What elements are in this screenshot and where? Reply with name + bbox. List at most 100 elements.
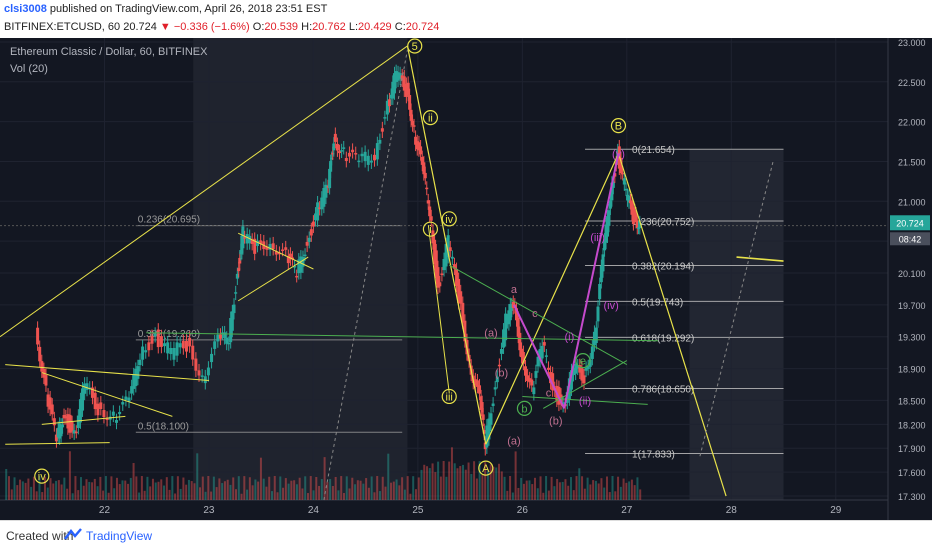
- projection-box: [689, 149, 784, 501]
- candle-body: [635, 221, 639, 229]
- candle-body: [200, 375, 204, 377]
- volume-bar: [547, 490, 550, 500]
- candle-body: [622, 178, 626, 185]
- triangle-line: [237, 256, 309, 302]
- candle-body: [621, 172, 625, 175]
- candle-body: [301, 256, 305, 267]
- volume-bar: [556, 478, 559, 500]
- volume-bar: [608, 492, 611, 500]
- wave-label-circle: [422, 110, 439, 126]
- volume-bar: [426, 466, 429, 500]
- candle-body: [59, 424, 63, 437]
- volume-bar: [517, 487, 520, 500]
- volume-bar: [511, 492, 514, 500]
- high-value: 20.762: [312, 21, 346, 33]
- candle-body: [446, 235, 450, 258]
- wave-label: (ii): [579, 395, 591, 407]
- candle-body: [81, 388, 85, 411]
- volume-bar: [7, 476, 10, 500]
- y-tick-label: 22.000: [898, 118, 926, 128]
- volume-bar: [24, 482, 27, 500]
- candle-body: [354, 153, 358, 155]
- candle-body: [216, 334, 220, 342]
- volume-bar: [403, 489, 406, 500]
- candle-body: [76, 415, 80, 428]
- wave-label: (iv): [604, 300, 619, 312]
- y-tick-label: 18.500: [898, 396, 926, 406]
- candle-body: [320, 197, 324, 210]
- candle-body: [127, 397, 131, 402]
- chart-canvas[interactable]: 23.00022.50022.00021.50021.00020.50020.1…: [0, 38, 932, 520]
- volume-bar: [196, 453, 199, 500]
- candle-body: [586, 366, 590, 370]
- candle-body: [324, 184, 328, 198]
- candle-body: [141, 346, 145, 360]
- tradingview-logo-icon: [64, 528, 82, 540]
- volume-bar: [201, 476, 204, 500]
- volume-bar: [365, 478, 368, 500]
- volume-bar: [453, 463, 456, 500]
- volume-bar: [351, 477, 354, 500]
- volume-bar: [381, 476, 384, 500]
- fib-level-label: 0.236(20.695): [138, 215, 200, 226]
- candle-body: [516, 317, 520, 337]
- volume-bar: [329, 479, 332, 500]
- countdown-tag: [890, 232, 930, 246]
- candle-body: [549, 372, 553, 384]
- volume-bar: [235, 489, 238, 500]
- candle-body: [398, 73, 402, 79]
- candle-body: [634, 213, 638, 223]
- triangle-line: [237, 232, 314, 270]
- volume-bar: [531, 484, 534, 500]
- candle-body: [428, 206, 432, 217]
- fib-level-label: 1(17.833): [632, 450, 675, 461]
- candle-body: [288, 253, 292, 260]
- volume-bars: [5, 447, 642, 500]
- volume-bar: [107, 492, 110, 500]
- candle-body: [172, 348, 176, 360]
- volume-bar: [534, 477, 537, 500]
- price-chart[interactable]: 23.00022.50022.00021.50021.00020.50020.1…: [0, 38, 932, 520]
- author-link[interactable]: clsi3008: [4, 3, 47, 15]
- volume-bar: [160, 479, 163, 500]
- wave-label: (v): [612, 149, 625, 161]
- volume-bar: [251, 485, 254, 500]
- y-tick-label: 18.900: [898, 365, 926, 375]
- volume-bar: [628, 481, 631, 500]
- candle-body: [225, 337, 229, 344]
- candle-body: [551, 373, 555, 391]
- volume-bar: [459, 466, 462, 500]
- volume-bar: [279, 476, 282, 500]
- volume-bar: [190, 481, 193, 500]
- channel-line: [5, 364, 209, 382]
- tradingview-link[interactable]: TradingView: [86, 529, 153, 543]
- y-tick-label: 20.100: [898, 269, 926, 279]
- triangle-line: [41, 372, 173, 417]
- candle-body: [442, 259, 446, 271]
- volume-bar: [193, 483, 196, 500]
- candle-body: [473, 379, 477, 386]
- volume-bar: [135, 476, 138, 500]
- candle-body: [394, 71, 398, 82]
- volume-bar: [370, 476, 373, 500]
- volume-bar: [475, 478, 478, 500]
- candle-body: [243, 237, 247, 239]
- volume-bar: [93, 478, 96, 500]
- candle-body: [44, 375, 48, 386]
- fib-level-label: 0.618(19.292): [632, 333, 694, 344]
- candle-body: [578, 365, 582, 373]
- wave-label: e: [580, 356, 586, 368]
- candle-body: [420, 156, 424, 165]
- candle-body: [54, 434, 58, 442]
- volume-bar: [500, 471, 503, 500]
- candle-body: [299, 256, 303, 273]
- candle-body: [610, 182, 614, 201]
- candle-body: [495, 376, 499, 383]
- dashed-guide: [323, 49, 408, 501]
- volume-bar: [633, 485, 636, 500]
- volume-bar: [630, 479, 633, 500]
- volume-bar: [514, 451, 517, 500]
- candle-body: [281, 249, 285, 251]
- dashed-guide: [699, 161, 774, 457]
- candle-body: [138, 359, 142, 366]
